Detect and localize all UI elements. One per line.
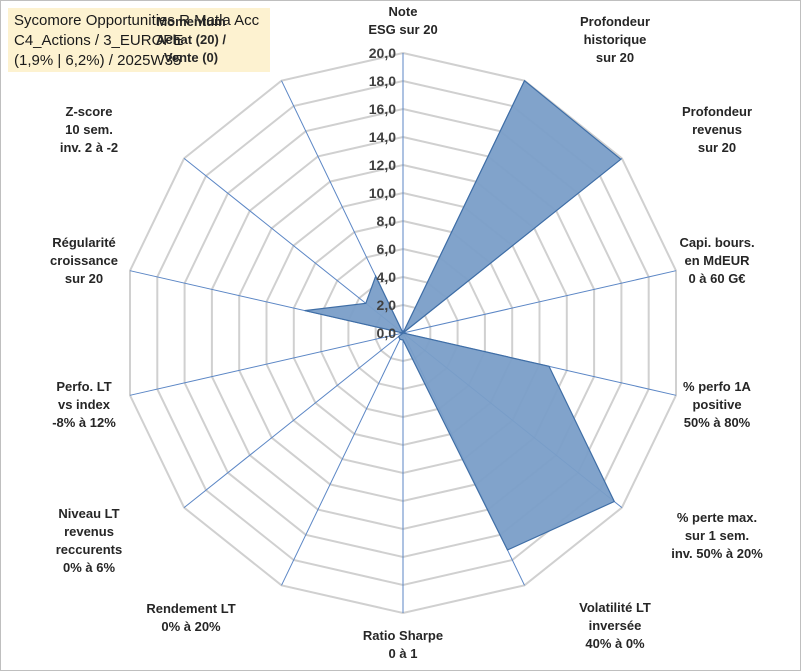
axis-label-line: revenus [692,122,742,137]
tick-label: 8,0 [377,213,397,229]
axis-label-line: inv. 50% à 20% [671,546,763,561]
axis-label-line: 50% à 80% [683,415,751,430]
axis-label-line: Volatilité LT [579,600,651,615]
axis-label-line: Achat (20) / [155,32,227,47]
axis-label-line: croissance [50,253,118,268]
axis-label-line: Perfo. LT [56,379,112,394]
axis-label: Régularité croissance sur 20 [4,234,164,288]
tick-label: 18,0 [369,73,396,89]
axis-spoke [129,332,404,396]
axis-label-line: 0% à 6% [62,560,116,575]
axis-label-line: en MdEUR [684,253,750,268]
axis-label: Perfo. LT vs index -8% à 12% [4,378,164,432]
axis-label: Profondeur historique sur 20 [535,13,695,67]
axis-label-line: sur 20 [64,271,104,286]
axis-label: Volatilité LT inversée 40% à 0% [535,599,695,653]
axis-label: Z-score 10 sem. inv. 2 à -2 [9,103,169,157]
axis-label-line: Momentum [156,14,226,29]
axis-label-line: % perfo 1A [683,379,751,394]
axis-label: % perfo 1A positive 50% à 80% [637,378,797,432]
tick-label: 6,0 [377,241,397,257]
axis-label-line: 40% à 0% [585,636,645,651]
axis-label-line: Note [388,4,418,19]
axis-label-line: Z-score [65,104,113,119]
chart-title-box: Sycomore Opportunities R Matla Acc C4_Ac… [8,8,270,72]
axis-label-line: vs index [57,397,111,412]
axis-label-line: 10 sem. [65,122,113,137]
axis-label-line: positive [692,397,742,412]
axis-label-line: Profondeur [579,14,651,29]
axis-spoke [183,332,404,508]
axis-label-line: ESG sur 20 [368,22,438,37]
axis-label-line: -8% à 12% [52,415,116,430]
axis-label-line: Régularité [52,235,116,250]
axis-label-line: inv. 2 à -2 [59,140,119,155]
axis-label: Rendement LT 0% à 20% [111,600,271,636]
tick-label: 20,0 [369,45,396,61]
tick-label: 16,0 [369,101,396,117]
axis-label: Note ESG sur 20 [323,3,483,39]
axis-label: Niveau LT revenus reccurents 0% à 6% [9,505,169,577]
data-area [304,79,622,551]
axis-label-line: Rendement LT [146,601,236,616]
tick-label: 4,0 [377,269,397,285]
axis-label-line: sur 20 [697,140,737,155]
tick-label: 12,0 [369,157,396,173]
axis-label-line: 0 à 1 [388,646,418,661]
title-line-3: (1,9% | 6,2%) / 2025W35 [14,52,182,69]
axis-label: % perte max. sur 1 sem. inv. 50% à 20% [637,509,797,563]
axis-label-line: Niveau LT [58,506,120,521]
axis-label-line: sur 1 sem. [684,528,750,543]
axis-label-line: 0 à 60 G€ [688,271,746,286]
axis-label-line: Profondeur [681,104,753,119]
axis-label-line: 0% à 20% [161,619,221,634]
title-line-1: Sycomore Opportunities R Matla Acc [14,12,260,29]
axis-label-line: revenus [64,524,114,539]
axis-label-line: Capi. bours. [679,235,755,250]
axis-label-line: inversée [588,618,642,633]
axis-label-line: % perte max. [676,510,758,525]
axis-spoke [402,270,677,334]
axis-label-line: sur 20 [595,50,635,65]
axis-label-line: reccurents [55,542,123,557]
tick-label: 2,0 [377,297,397,313]
axis-label: Profondeur revenus sur 20 [637,103,797,157]
axis-spoke [281,332,404,586]
tick-label: 0,0 [377,325,397,341]
axis-label-line: Ratio Sharpe [362,628,444,643]
axis-label: Momentum Achat (20) / Vente (0) [111,13,271,67]
tick-label: 10,0 [369,185,396,201]
axis-label-line: Vente (0) [163,50,219,65]
axis-label-line: historique [583,32,647,47]
tick-label: 14,0 [369,129,396,145]
title-line-2: C4_Actions / 3_EUROPE [14,32,184,49]
axis-label: Ratio Sharpe 0 à 1 [323,627,483,663]
axis-label: Capi. bours. en MdEUR 0 à 60 G€ [637,234,797,288]
